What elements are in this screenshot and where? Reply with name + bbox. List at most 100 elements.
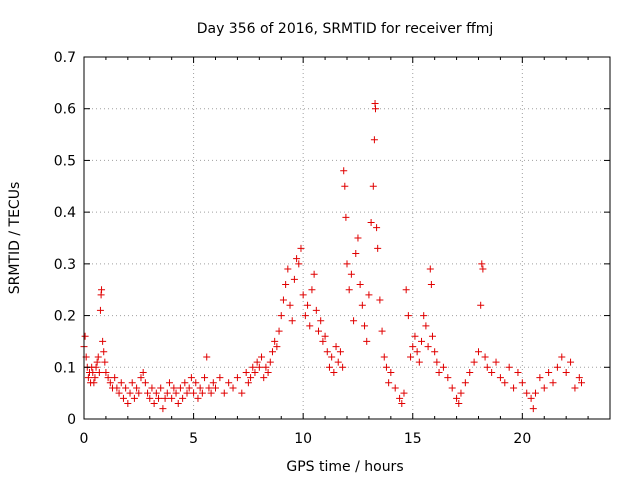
data-point [266,358,274,366]
data-point [273,343,281,351]
data-point [176,384,184,392]
data-point [358,301,366,309]
data-point [104,374,112,382]
data-point [426,265,434,273]
data-points [80,100,586,413]
data-point [514,368,522,376]
data-point [139,368,147,376]
data-point [339,363,347,371]
data-point [466,368,474,376]
data-point [187,374,195,382]
data-point [488,368,496,376]
data-point [341,182,349,190]
data-point [159,405,167,413]
data-point [91,374,99,382]
data-point [124,399,132,407]
data-point [347,270,355,278]
data-point [413,348,421,356]
data-point [328,353,336,361]
y-tick-label: 0 [67,412,76,428]
y-axis-label: SRMTID / TECUs [7,182,23,295]
data-point [301,312,309,320]
data-point [310,270,318,278]
data-point [315,327,323,335]
data-point [282,281,290,289]
data-point [106,379,114,387]
data-point [295,260,303,268]
data-point [343,260,351,268]
data-point [253,358,261,366]
data-point [321,332,329,340]
data-point [96,306,104,314]
data-point [137,374,145,382]
data-point [126,389,134,397]
data-point [391,384,399,392]
data-point [146,394,154,402]
data-point [342,213,350,221]
data-point [209,379,217,387]
data-point [380,353,388,361]
data-point [444,374,452,382]
data-point [431,348,439,356]
data-point [312,306,320,314]
data-point [94,353,102,361]
y-tick-label: 0.5 [54,153,76,169]
data-point [531,389,539,397]
data-point [238,389,246,397]
y-tick-label: 0.2 [54,309,76,325]
data-point [95,368,103,376]
data-point [483,363,491,371]
data-point [157,384,165,392]
data-point [201,374,209,382]
data-point [345,286,353,294]
data-point [477,301,485,309]
y-tick-label: 0.6 [54,102,76,118]
x-tick-label: 15 [404,431,422,447]
data-point [420,312,428,320]
data-point [479,265,487,273]
data-point [119,394,127,402]
data-point [277,312,285,320]
data-point [363,337,371,345]
data-point [567,358,575,366]
data-point [163,389,171,397]
data-point [216,374,224,382]
data-point [435,368,443,376]
data-point [144,389,152,397]
data-point [220,389,228,397]
data-point [378,327,386,335]
data-point [505,363,513,371]
data-point [575,374,583,382]
data-point [558,353,566,361]
data-point [141,379,149,387]
grid-lines [84,57,610,419]
data-point [133,384,141,392]
data-point [501,379,509,387]
data-point [293,255,301,263]
data-point [92,363,100,371]
y-tick-label: 0.7 [54,50,76,66]
data-point [396,394,404,402]
data-point [93,358,101,366]
data-point [332,343,340,351]
data-point [418,337,426,345]
data-point [409,343,417,351]
data-point [373,224,381,232]
data-point [367,218,375,226]
data-point [268,348,276,356]
data-point [455,399,463,407]
data-point [402,286,410,294]
data-point [212,384,219,392]
data-point [115,389,123,397]
data-point [148,384,156,392]
data-point [84,374,92,382]
data-point [411,332,419,340]
data-point [242,368,250,376]
data-point [545,368,553,376]
data-point [170,384,178,392]
data-point [271,337,279,345]
data-point [439,363,447,371]
data-point [161,394,169,402]
data-point [398,399,406,407]
data-point [102,368,110,376]
